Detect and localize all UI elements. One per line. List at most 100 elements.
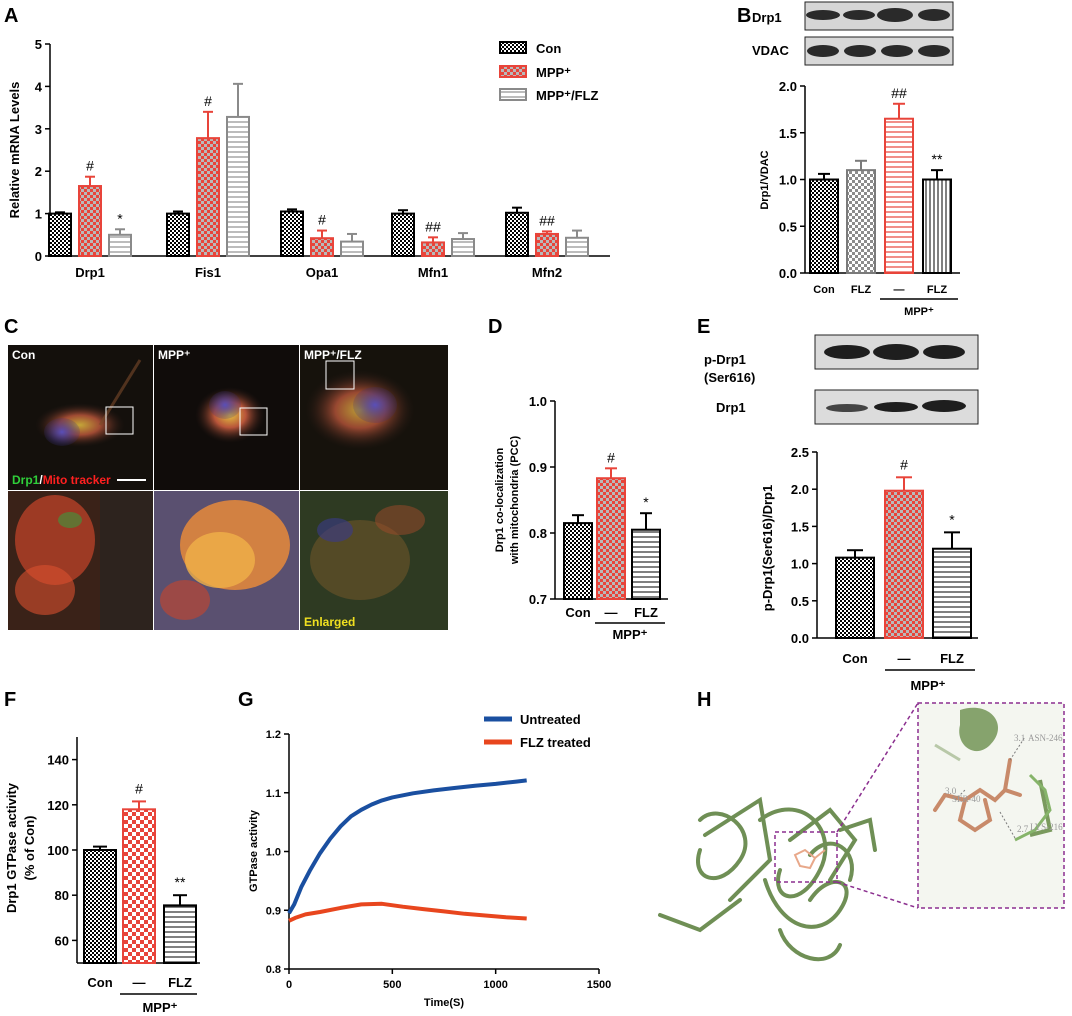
panel-f-chart: 60 80 100 120 140 Drp1 GTPase activity (% of C… bbox=[4, 737, 200, 1015]
significance-mark: * bbox=[643, 494, 649, 510]
x-tick-label: FLZ bbox=[168, 975, 192, 990]
micro-label-mpp-flz: MPP⁺/FLZ bbox=[304, 348, 362, 362]
y-axis-label-line1: Drp1 co-localization bbox=[494, 447, 506, 552]
x-tick-label: Con bbox=[565, 605, 590, 620]
legend-label: FLZ treated bbox=[520, 735, 591, 750]
x-tick-label: FLZ bbox=[634, 605, 658, 620]
x-tick-label: Mfn1 bbox=[418, 265, 448, 280]
y-tick-label: 0.9 bbox=[266, 905, 281, 917]
bar bbox=[596, 477, 626, 600]
panel-letter-f: F bbox=[4, 689, 16, 711]
x-tick-label: Con bbox=[813, 284, 835, 296]
residue-label-ser: SER-40 bbox=[952, 794, 981, 804]
panel-d-chart: 0.7 0.8 0.9 1.0 Drp1 co-localization with mit… bbox=[494, 394, 668, 642]
bar bbox=[196, 137, 220, 258]
y-tick-label: 80 bbox=[55, 888, 69, 903]
y-tick-label: 0.9 bbox=[529, 460, 547, 475]
y-tick-label: 2.0 bbox=[791, 482, 809, 497]
y-tick-label: 0.7 bbox=[529, 592, 547, 607]
group-label: MPP⁺ bbox=[142, 1000, 177, 1015]
x-tick-label: — bbox=[894, 284, 905, 296]
bar bbox=[809, 178, 839, 274]
blot-label-pdrp1: p-Drp1 bbox=[704, 352, 746, 367]
y-tick-label: 1.1 bbox=[266, 788, 281, 800]
panel-b-western-blot: Drp1 VDAC bbox=[752, 1, 954, 66]
bar bbox=[932, 547, 972, 639]
y-tick-label: 0.8 bbox=[529, 526, 547, 541]
micrograph-mpp-enlarged bbox=[154, 491, 299, 630]
bar bbox=[280, 210, 304, 257]
bar bbox=[421, 241, 445, 258]
bar bbox=[451, 238, 475, 257]
y-axis-label: Relative mRNA Levels bbox=[7, 82, 22, 219]
bar bbox=[122, 808, 156, 964]
y-tick-label: 5 bbox=[35, 37, 42, 52]
micrograph-flz-enlarged bbox=[300, 491, 448, 630]
x-tick-label: FLZ bbox=[851, 284, 871, 296]
bar bbox=[565, 236, 589, 258]
y-tick-label: 2 bbox=[35, 164, 42, 179]
panel-letter-a: A bbox=[4, 5, 18, 27]
x-tick-label: 1500 bbox=[587, 979, 611, 991]
blot-label-drp1: Drp1 bbox=[752, 10, 782, 25]
y-tick-label: 1.0 bbox=[779, 173, 797, 188]
panel-letter-h: H bbox=[697, 689, 711, 711]
significance-mark: # bbox=[607, 449, 615, 465]
panel-h-structure: ASN-246 SER-40 LYS-216 3.1 3.0 2.7 bbox=[658, 702, 1065, 962]
significance-mark: ** bbox=[932, 151, 943, 167]
y-tick-label: 100 bbox=[47, 843, 69, 858]
bar bbox=[922, 178, 952, 274]
y-axis-label: p-Drp1(Ser616)/Drp1 bbox=[760, 485, 775, 611]
panel-g-chart: 0.8 0.9 1.0 1.1 1.2 0 500 1000 1500 Time(S) GTPase… bbox=[248, 712, 611, 1009]
bar bbox=[884, 489, 924, 639]
significance-mark: * bbox=[117, 210, 123, 226]
y-tick-label: 2.0 bbox=[779, 79, 797, 94]
bar bbox=[166, 212, 190, 258]
y-axis-label: GTPase activity bbox=[248, 809, 260, 892]
bar bbox=[163, 904, 197, 964]
x-tick-label: Con bbox=[842, 651, 867, 666]
panel-letter-e: E bbox=[697, 316, 710, 338]
y-tick-label: 3 bbox=[35, 122, 42, 137]
bar bbox=[835, 556, 875, 640]
y-tick-label: 140 bbox=[47, 753, 69, 768]
significance-mark: * bbox=[949, 511, 955, 527]
distance-label-1: 3.1 bbox=[1014, 733, 1025, 743]
y-tick-label: 0.0 bbox=[779, 266, 797, 281]
x-tick-label: Mfn2 bbox=[532, 265, 562, 280]
y-tick-label: 0 bbox=[35, 249, 42, 264]
y-axis-label-line2: (% of Con) bbox=[22, 816, 37, 881]
significance-mark: ## bbox=[891, 85, 907, 101]
blot-label-drp1-e: Drp1 bbox=[716, 400, 746, 415]
panel-letter-d: D bbox=[488, 316, 502, 338]
legend-label: MPP⁺/FLZ bbox=[536, 88, 599, 103]
x-tick-label: 0 bbox=[286, 979, 292, 991]
y-tick-label: 1.5 bbox=[779, 126, 797, 141]
group-label: MPP⁺ bbox=[904, 306, 934, 318]
stain-label-green: Drp1 bbox=[12, 473, 40, 487]
ligand-small bbox=[793, 848, 826, 870]
stain-label-sep: / bbox=[39, 473, 43, 487]
y-tick-label: 0.5 bbox=[791, 594, 809, 609]
group-label: MPP⁺ bbox=[910, 678, 945, 693]
x-axis-label: Time(S) bbox=[424, 997, 464, 1009]
x-tick-label: FLZ bbox=[927, 284, 947, 296]
y-tick-label: 4 bbox=[35, 79, 43, 94]
micrograph-con-top bbox=[8, 345, 153, 490]
x-tick-label: — bbox=[605, 605, 618, 620]
y-tick-label: 0.5 bbox=[779, 219, 797, 234]
blot-bands-e bbox=[824, 344, 966, 412]
bar bbox=[563, 522, 593, 600]
y-tick-label: 0.0 bbox=[791, 631, 809, 646]
panel-letter-b: B bbox=[737, 5, 751, 27]
significance-mark: # bbox=[86, 158, 94, 174]
significance-mark: ## bbox=[539, 212, 555, 228]
y-tick-label: 0.8 bbox=[266, 964, 281, 976]
bar bbox=[108, 233, 132, 258]
x-tick-label: FLZ bbox=[940, 651, 964, 666]
bar bbox=[48, 212, 72, 258]
y-tick-label: 1.0 bbox=[529, 394, 547, 409]
panel-e-western-blot: p-Drp1 (Ser616) Drp1 bbox=[704, 334, 979, 425]
inset-ribbon bbox=[934, 707, 1053, 837]
